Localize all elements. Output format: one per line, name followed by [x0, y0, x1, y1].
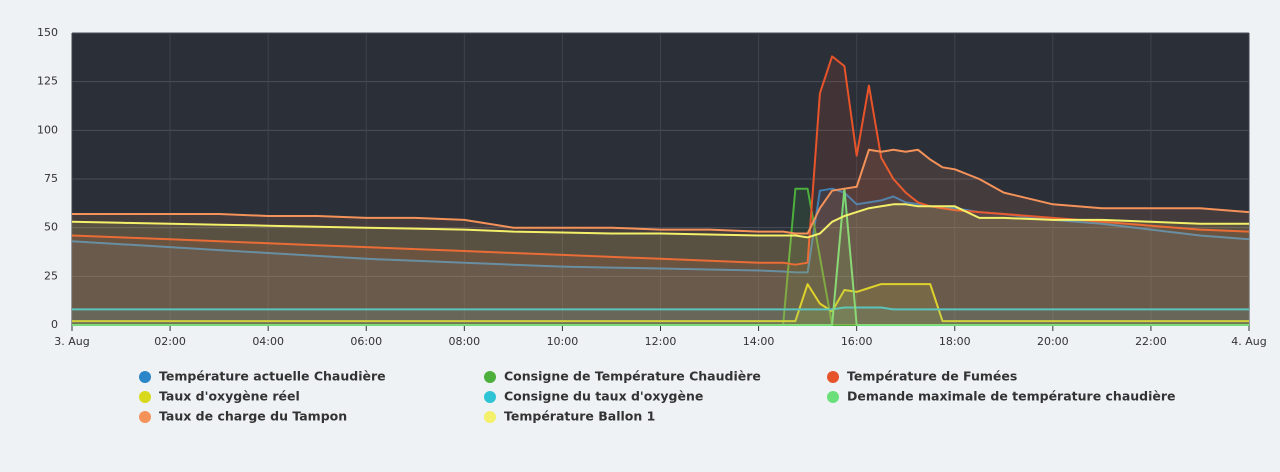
y-tick-label: 100 — [37, 123, 58, 136]
x-tick-label: 02:00 — [154, 335, 186, 348]
legend-label: Température Ballon 1 — [504, 409, 655, 424]
x-tick-label: 06:00 — [350, 335, 382, 348]
x-tick-label: 18:00 — [939, 335, 971, 348]
series-area — [72, 307, 1249, 325]
legend-marker — [484, 371, 496, 383]
x-tick-label: 16:00 — [841, 335, 873, 348]
x-tick-label: 10:00 — [547, 335, 579, 348]
y-tick-label: 50 — [44, 221, 58, 234]
x-tick-label: 22:00 — [1135, 335, 1167, 348]
x-tick-label: 08:00 — [448, 335, 480, 348]
legend-marker — [484, 391, 496, 403]
series-line — [72, 187, 1249, 326]
series-area — [72, 204, 1249, 325]
series-line — [71, 203, 1249, 239]
y-tick-label: 150 — [37, 26, 58, 39]
legend-marker — [484, 411, 496, 423]
series-line — [72, 148, 1250, 235]
y-tick-label: 75 — [44, 172, 58, 185]
legend-label: Taux d'oxygène réel — [159, 389, 300, 404]
series-line — [72, 283, 1249, 323]
legend-label: Température actuelle Chaudière — [159, 369, 386, 384]
x-tick-label: 14:00 — [743, 335, 775, 348]
x-tick-label: 04:00 — [252, 335, 284, 348]
legend-marker — [139, 391, 151, 403]
legend-marker — [139, 371, 151, 383]
x-tick-label: 3. Aug — [54, 335, 89, 348]
x-tick-label: 12:00 — [645, 335, 677, 348]
legend-marker — [827, 391, 839, 403]
legend-marker — [139, 411, 151, 423]
legend-label: Consigne de Température Chaudière — [504, 369, 761, 384]
legend-label: Demande maximale de température chaudièr… — [847, 389, 1176, 404]
series-area — [72, 149, 1249, 325]
y-tick-label: 125 — [37, 75, 58, 88]
series-line — [71, 55, 1250, 266]
legend-label: Température de Fumées — [847, 369, 1017, 384]
series-area — [72, 56, 1249, 326]
y-tick-label: 0 — [51, 318, 58, 331]
x-tick-label: 20:00 — [1037, 335, 1069, 348]
y-tick-label: 25 — [44, 269, 58, 282]
series-line — [72, 306, 1249, 311]
x-tick-label: 4. Aug — [1231, 335, 1266, 348]
legend-label: Consigne du taux d'oxygène — [504, 389, 703, 404]
legend-label: Taux de charge du Tampon — [159, 409, 347, 424]
series-area — [72, 188, 1249, 325]
legend-marker — [827, 371, 839, 383]
